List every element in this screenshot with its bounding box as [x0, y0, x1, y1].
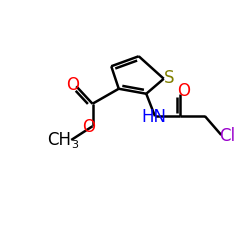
- Text: O: O: [82, 118, 95, 136]
- Text: Cl: Cl: [220, 127, 236, 145]
- Text: O: O: [177, 82, 190, 100]
- Text: O: O: [66, 76, 79, 94]
- Text: HN: HN: [141, 108, 166, 126]
- Text: CH: CH: [47, 131, 71, 149]
- Text: S: S: [164, 69, 174, 87]
- Text: 3: 3: [71, 140, 78, 150]
